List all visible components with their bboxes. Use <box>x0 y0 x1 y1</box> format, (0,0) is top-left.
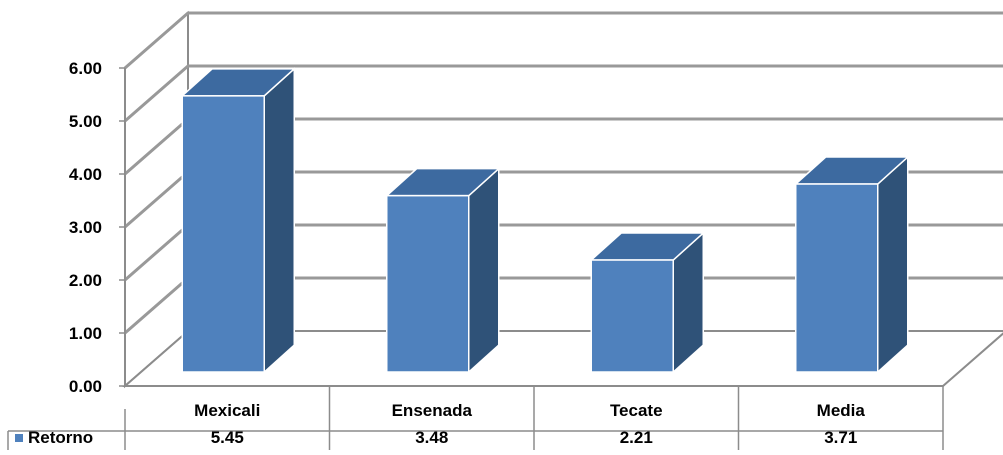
category-label: Tecate <box>610 401 663 420</box>
y-tick-label: 3.00 <box>69 218 102 237</box>
bar <box>384 166 501 374</box>
bar-side <box>263 67 295 374</box>
category-label: Ensenada <box>392 401 473 420</box>
bar <box>793 155 910 374</box>
data-label: 2.21 <box>620 428 653 447</box>
bar-front <box>181 95 265 373</box>
data-label: 5.45 <box>211 428 244 447</box>
gridline <box>124 64 1003 123</box>
data-label: 3.71 <box>824 428 857 447</box>
y-tick-label: 2.00 <box>69 271 102 290</box>
bar-front <box>386 194 470 373</box>
y-tick-label: 0.00 <box>69 377 102 396</box>
y-tick-label: 1.00 <box>69 324 102 343</box>
y-tick-label: 6.00 <box>69 59 102 78</box>
bar-side <box>877 155 909 374</box>
bar-front <box>795 183 879 373</box>
floor <box>122 330 1003 387</box>
chart-walls <box>122 10 1003 389</box>
series-name: Retorno <box>28 428 93 447</box>
gridline <box>124 11 1003 70</box>
y-tick-label: 5.00 <box>69 112 102 131</box>
bar-side <box>468 166 500 374</box>
y-axis: 0.00 1.00 2.00 3.00 4.00 5.00 6.00 <box>69 59 126 396</box>
category-label: Mexicali <box>194 401 260 420</box>
category-label: Media <box>817 401 866 420</box>
bar <box>589 231 706 374</box>
data-table: Mexicali 5.45 Ensenada 3.48 Tecate 2.21 Media 3… <box>7 386 944 450</box>
y-tick-label: 4.00 <box>69 165 102 184</box>
data-label: 3.48 <box>415 428 448 447</box>
legend-key <box>15 434 23 442</box>
bar-front <box>590 259 674 373</box>
bar <box>180 67 297 374</box>
bars <box>180 67 910 374</box>
